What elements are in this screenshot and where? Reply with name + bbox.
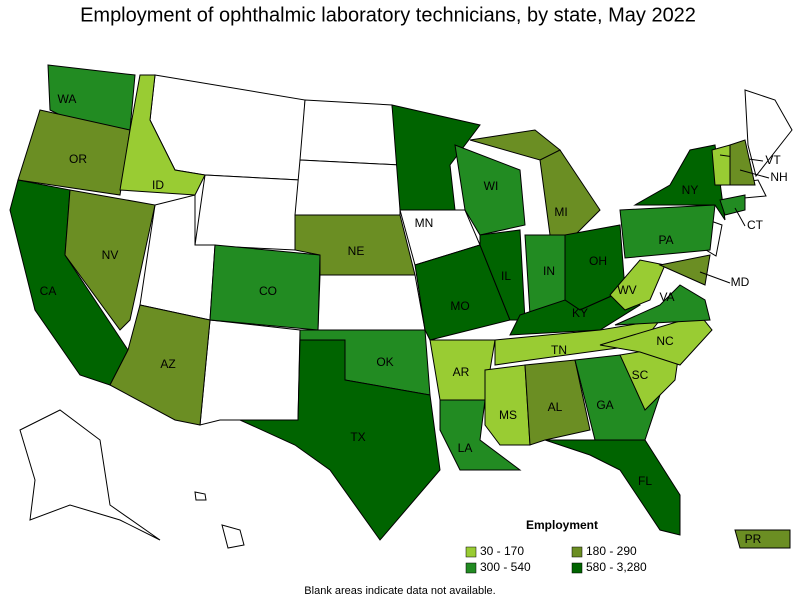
- state-ak: [19, 409, 161, 541]
- state: [658, 254, 711, 286]
- state-label: TN: [551, 343, 567, 357]
- state-label: TX: [350, 430, 365, 444]
- state-label: WA: [58, 92, 77, 106]
- state-wy: [194, 174, 301, 251]
- footnote: Blank areas indicate data not available.: [304, 585, 495, 597]
- state-label: MD: [731, 275, 750, 289]
- state: [64, 189, 156, 331]
- state: [17, 109, 131, 196]
- state-label: SC: [632, 368, 649, 382]
- state-label: WI: [484, 179, 499, 193]
- state-label: OR: [69, 152, 87, 166]
- state-hi: [221, 524, 245, 549]
- state-label: AZ: [160, 357, 175, 371]
- legend-swatch: [465, 562, 477, 574]
- state-nm: [199, 319, 301, 426]
- state-label: NE: [348, 244, 365, 258]
- state-nd: [299, 99, 401, 166]
- state-label: LA: [458, 441, 473, 455]
- state-label: NH: [770, 170, 787, 184]
- state: [524, 359, 591, 446]
- state: [294, 214, 416, 276]
- state-label: IN: [543, 264, 555, 278]
- state-me: [744, 89, 793, 178]
- state: [633, 144, 726, 221]
- state-label: MN: [415, 216, 434, 230]
- state-label: AR: [453, 365, 470, 379]
- state-label: NY: [682, 183, 699, 197]
- state: [729, 139, 756, 186]
- state-label: VT: [765, 153, 781, 167]
- state-ks: [317, 274, 426, 331]
- legend-title: Employment: [526, 518, 598, 532]
- state-mt: [149, 74, 306, 181]
- state: [414, 244, 511, 341]
- state: [484, 364, 531, 446]
- state-label: OK: [376, 355, 393, 369]
- title: Employment of ophthalmic laboratory tech…: [80, 4, 696, 26]
- state-label: MO: [450, 299, 469, 313]
- state-label: CO: [259, 284, 277, 298]
- state: [711, 144, 731, 186]
- legend-label: 300 - 540: [480, 560, 531, 574]
- state-label: IL: [501, 269, 511, 283]
- state-label: PR: [745, 532, 762, 546]
- state: [719, 194, 746, 216]
- state-label: OH: [589, 254, 607, 268]
- leader-line: [734, 207, 746, 227]
- legend-swatch: [571, 546, 583, 558]
- legend: Employment 30 - 170 180 - 290 300 - 540 580…: [465, 518, 647, 574]
- leader-line: [699, 271, 731, 284]
- state-label: CA: [40, 284, 57, 298]
- state-sd: [294, 159, 401, 216]
- state: [544, 439, 681, 536]
- state-hi-2: [194, 491, 207, 501]
- legend-label: 30 - 170: [480, 544, 524, 558]
- state-label: KY: [572, 306, 588, 320]
- legend-label: 580 - 3,280: [586, 560, 647, 574]
- state-label: AL: [548, 400, 563, 414]
- state: [619, 204, 716, 259]
- states: WA OR CA NV ID AZ CO NE OK TX MN MO AR LA WI IL MI IN OH KY…: [9, 64, 791, 549]
- state: [119, 74, 206, 196]
- state-label: CT: [747, 218, 764, 232]
- legend-swatch: [571, 562, 583, 574]
- state: [614, 284, 711, 326]
- state: [609, 259, 666, 311]
- state-label: PA: [658, 233, 673, 247]
- state: [454, 144, 526, 236]
- state-label: NC: [656, 334, 674, 348]
- state: [391, 104, 481, 211]
- state-label: WV: [617, 283, 636, 297]
- state-label: MS: [499, 408, 517, 422]
- legend-swatch: [465, 546, 477, 558]
- state-label: MI: [554, 205, 567, 219]
- state-label: GA: [596, 398, 613, 412]
- legend-label: 180 - 290: [586, 544, 637, 558]
- state: [239, 339, 441, 541]
- state-label: VA: [659, 290, 674, 304]
- leader-line: [739, 169, 770, 179]
- state-label: NV: [102, 248, 119, 262]
- state: [734, 529, 791, 549]
- state-label: ID: [152, 178, 164, 192]
- state-label: FL: [638, 474, 652, 488]
